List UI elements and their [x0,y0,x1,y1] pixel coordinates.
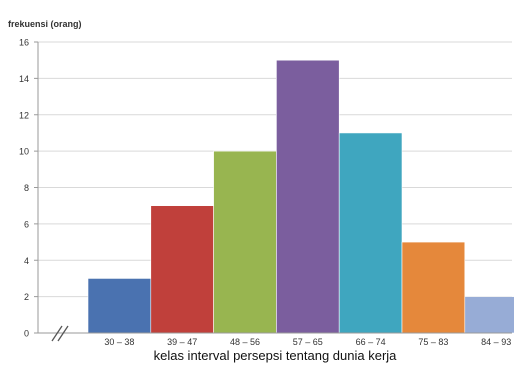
y-tick-labels: 0 2 4 6 8 10 12 14 16 [19,38,29,339]
x-axis-title: kelas interval persepsi tentang dunia ke… [154,348,398,363]
y-axis-title: frekuensi (orang) [8,19,82,29]
y-tick-label: 4 [24,256,29,266]
bars [87,59,514,334]
y-tick-label: 12 [19,110,29,120]
y-tick-label: 16 [19,38,29,48]
y-tick-label: 8 [24,183,29,193]
x-tick-label: 48 – 56 [230,337,260,347]
bar-7 [464,296,514,334]
bar-2 [150,205,214,334]
x-tick-label: 57 – 65 [293,337,323,347]
y-tick-label: 6 [24,219,29,229]
x-tick-label: 84 – 93 [481,337,511,347]
bar-5 [338,132,403,334]
y-tick-label: 14 [19,74,29,84]
x-tick-label: 66 – 74 [356,337,386,347]
y-tick-label: 10 [19,147,29,157]
bar-3 [213,150,277,334]
y-tick-label: 2 [24,292,29,302]
bar-6 [401,241,466,334]
bar-4 [276,59,340,334]
x-tick-label: 75 – 83 [418,337,448,347]
axis-break-icon [51,325,69,342]
bar-1 [87,278,152,334]
y-tick-label: 0 [24,329,29,339]
x-tick-label: 39 – 47 [167,337,197,347]
x-tick-labels: 30 – 38 39 – 47 48 – 56 57 – 65 66 – 74 75 – … [104,337,511,347]
x-tick-label: 30 – 38 [104,337,134,347]
